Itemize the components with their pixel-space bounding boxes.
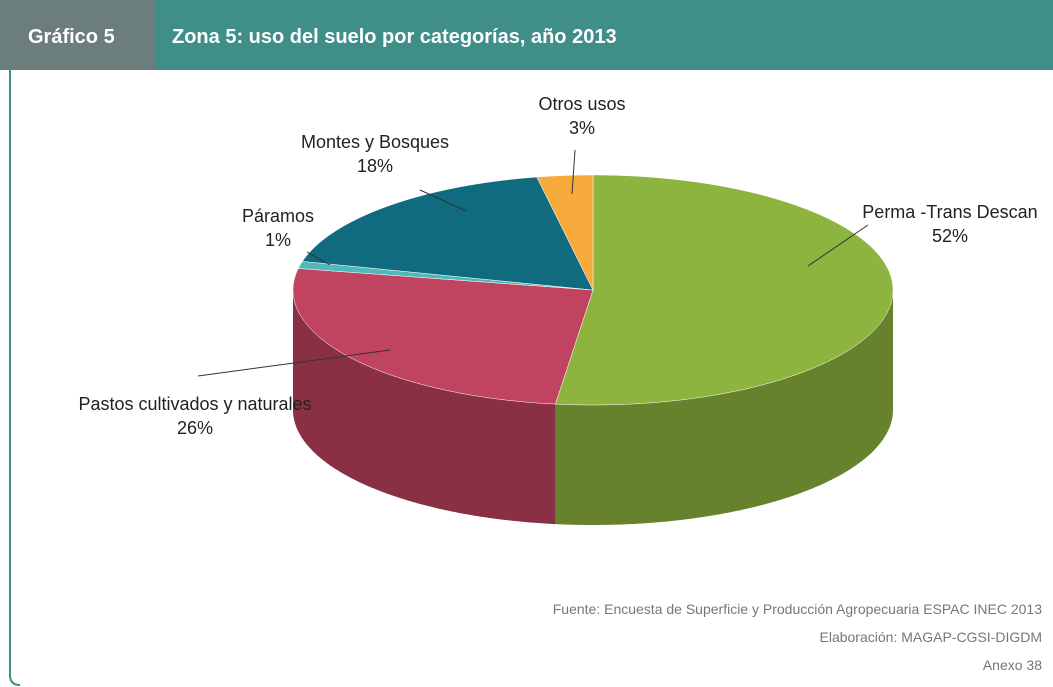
category-label: Perma -Trans Descan <box>862 202 1037 222</box>
value-label: 3% <box>569 118 595 138</box>
source: Elaboración: MAGAP-CGSI-DIGDM <box>820 629 1043 645</box>
header-bar <box>0 0 1053 70</box>
leader-line <box>197 349 391 377</box>
slice-side <box>293 290 556 525</box>
value-label: 1% <box>265 230 291 250</box>
chart-title: Zona 5: uso del suelo por categorías, añ… <box>172 26 617 48</box>
category-label: Pastos cultivados y naturales <box>78 394 311 414</box>
value-label: 52% <box>932 226 968 246</box>
slice <box>301 176 594 291</box>
leader-line <box>419 189 467 212</box>
category-label: Otros usos <box>538 94 625 114</box>
slice-side <box>555 290 893 525</box>
chart-label: Gráfico 5 <box>28 26 115 48</box>
value-label: 18% <box>357 156 393 176</box>
slice <box>536 174 594 291</box>
source: Fuente: Encuesta de Superficie y Producc… <box>553 601 1042 617</box>
leader-line <box>807 224 869 267</box>
leader-line <box>306 251 331 266</box>
leader-line <box>571 149 576 195</box>
frame <box>9 70 21 686</box>
header-label-box <box>0 0 155 70</box>
slice <box>555 174 894 406</box>
category-label: Montes y Bosques <box>301 132 449 152</box>
source: Anexo 38 <box>983 657 1042 673</box>
slice <box>292 268 594 405</box>
value-label: 26% <box>177 418 213 438</box>
category-label: Páramos <box>242 206 314 226</box>
